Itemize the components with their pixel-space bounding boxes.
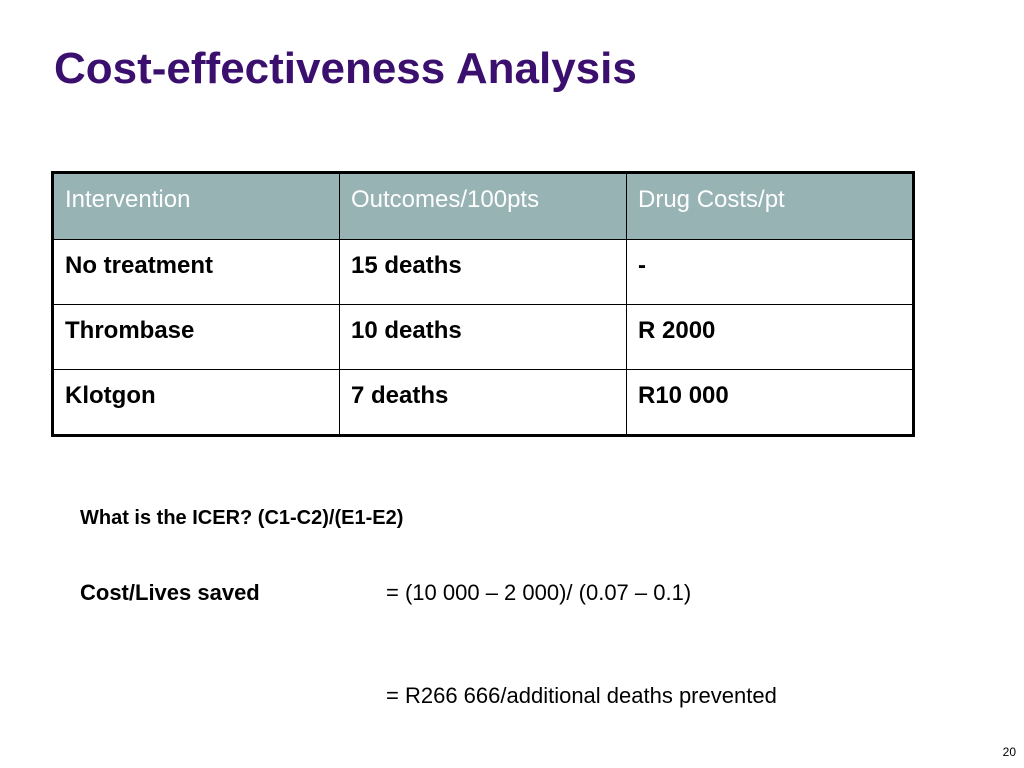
table-row: Klotgon 7 deaths R10 000	[52, 369, 914, 436]
cell-outcomes: 7 deaths	[339, 369, 627, 436]
table-row: No treatment 15 deaths -	[52, 239, 914, 305]
table-header-row: Intervention Outcomes/100pts Drug Costs/…	[52, 172, 914, 240]
cell-intervention: Klotgon	[52, 369, 340, 436]
table-row: Thrombase 10 deaths R 2000	[52, 304, 914, 370]
calculation-label: Cost/Lives saved	[80, 580, 260, 605]
header-outcomes: Outcomes/100pts	[339, 172, 627, 240]
header-drug-costs: Drug Costs/pt	[626, 172, 914, 240]
cell-intervention: Thrombase	[52, 304, 340, 370]
slide-title: Cost-effectiveness Analysis	[54, 44, 637, 93]
calculation-step: = (10 000 – 2 000)/ (0.07 – 0.1)	[386, 580, 692, 605]
cell-outcomes: 15 deaths	[339, 239, 627, 305]
calculation-result: = R266 666/additional deaths prevented	[386, 683, 777, 708]
comparison-table: Intervention Outcomes/100pts Drug Costs/…	[51, 171, 915, 437]
cell-drug-costs: R 2000	[626, 304, 914, 370]
cell-intervention: No treatment	[52, 239, 340, 305]
icer-question: What is the ICER? (C1-C2)/(E1-E2)	[80, 507, 404, 529]
cell-outcomes: 10 deaths	[339, 304, 627, 370]
cell-drug-costs: R10 000	[626, 369, 914, 436]
page-number: 20	[1002, 745, 1016, 759]
header-intervention: Intervention	[52, 172, 340, 240]
cell-drug-costs: -	[626, 239, 914, 305]
